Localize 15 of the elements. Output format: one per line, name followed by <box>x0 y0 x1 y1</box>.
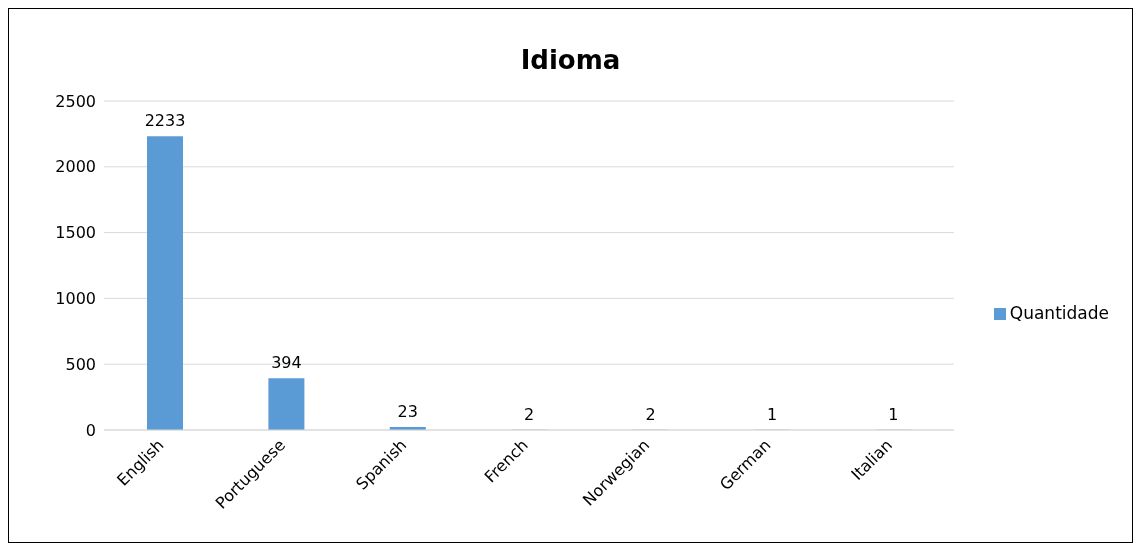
data-label: 2 <box>645 404 656 424</box>
data-label: 2233 <box>144 111 186 131</box>
y-tick-label: 500 <box>65 354 96 374</box>
y-tick-label: 2000 <box>55 157 96 177</box>
chart-title: Idioma <box>519 45 622 77</box>
y-tick-label: 1500 <box>55 223 96 243</box>
data-label: 394 <box>271 353 302 373</box>
data-label: 23 <box>397 401 418 421</box>
data-label: 1 <box>766 404 778 424</box>
y-tick-label: 0 <box>85 420 96 440</box>
y-tick-label: 1000 <box>55 289 96 309</box>
y-tick-label: 2500 <box>55 91 96 111</box>
data-label: 1 <box>888 404 899 424</box>
data-label: 2 <box>524 404 535 424</box>
legend-label: Quantidade <box>1009 302 1109 323</box>
